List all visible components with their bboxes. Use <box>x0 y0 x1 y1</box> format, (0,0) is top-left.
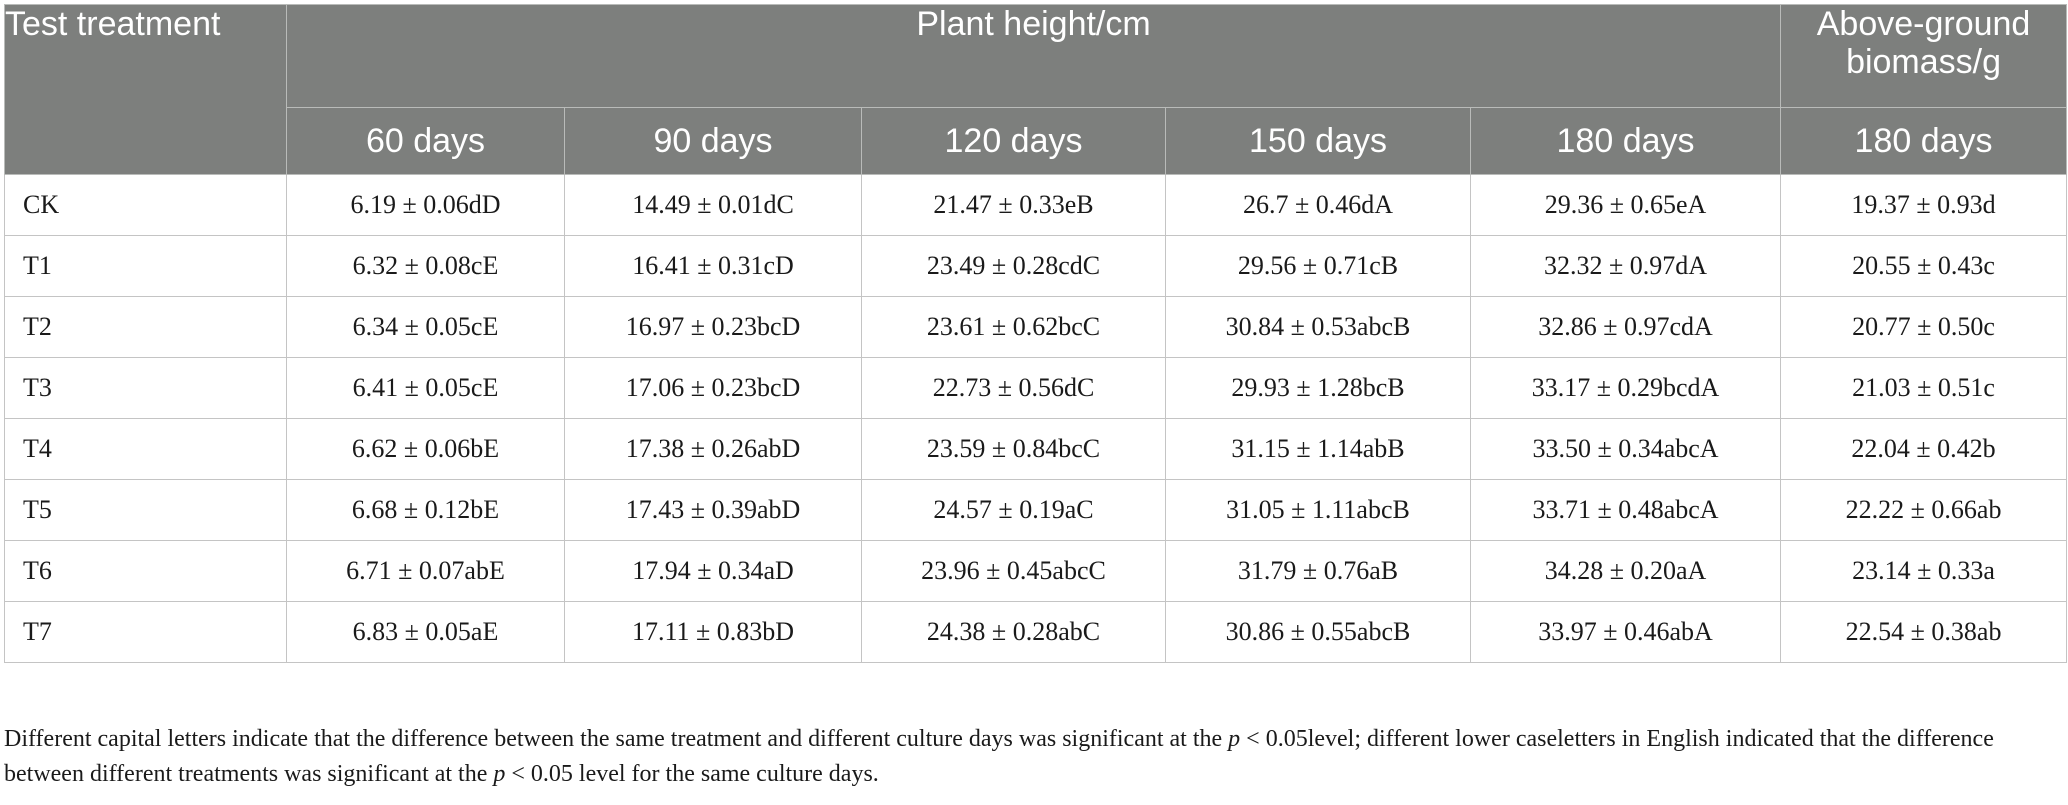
table-cell: 22.22 ± 0.66ab <box>1780 479 2068 541</box>
table-cell: 16.97 ± 0.23bcD <box>564 296 862 358</box>
table-cell: 6.71 ± 0.07abE <box>286 540 565 602</box>
footnote-p-symbol-1: p <box>1228 726 1241 752</box>
footnote-text-1: Different capital letters indicate that … <box>4 726 1229 752</box>
table-cell: 16.41 ± 0.31cD <box>564 235 862 297</box>
footnote-p-symbol-2: p <box>493 761 506 787</box>
table-cell: 6.68 ± 0.12bE <box>286 479 565 541</box>
table-cell: 31.15 ± 1.14abB <box>1165 418 1471 480</box>
table-cell: 17.38 ± 0.26abD <box>564 418 862 480</box>
table-cell: 30.86 ± 0.55abcB <box>1165 601 1471 663</box>
table-cell: 17.11 ± 0.83bD <box>564 601 862 663</box>
table-cell: 22.54 ± 0.38ab <box>1780 601 2068 663</box>
table-cell: 34.28 ± 0.20aA <box>1469 540 1782 602</box>
row-label: T3 <box>4 357 287 419</box>
table-row: T2 6.34 ± 0.05cE 16.97 ± 0.23bcD 23.61 ± 0.… <box>4 296 2068 358</box>
table-cell: 29.36 ± 0.65eA <box>1469 174 1782 236</box>
table-cell: 20.77 ± 0.50c <box>1780 296 2068 358</box>
table-row: T1 6.32 ± 0.08cE 16.41 ± 0.31cD 23.49 ± 0.2… <box>4 235 2068 297</box>
table-row: T7 6.83 ± 0.05aE 17.11 ± 0.83bD 24.38 ± 0.2… <box>4 601 2068 663</box>
table-cell: 22.73 ± 0.56dC <box>861 357 1166 419</box>
table-cell: 21.03 ± 0.51c <box>1780 357 2068 419</box>
table-cell: 32.86 ± 0.97cdA <box>1469 296 1782 358</box>
header-day-60: 60 days <box>286 107 565 175</box>
table-cell: 6.62 ± 0.06bE <box>286 418 565 480</box>
table-body: CK 6.19 ± 0.06dD 14.49 ± 0.01dC 21.47 ± 0.3… <box>4 174 2068 663</box>
table-cell: 19.37 ± 0.93d <box>1780 174 2068 236</box>
header-day-180: 180 days <box>1469 107 1782 175</box>
table-cell: 22.04 ± 0.42b <box>1780 418 2068 480</box>
table-cell: 23.14 ± 0.33a <box>1780 540 2068 602</box>
table-cell: 33.97 ± 0.46abA <box>1469 601 1782 663</box>
row-label: T1 <box>4 235 287 297</box>
row-label: T6 <box>4 540 287 602</box>
header-row-days: 60 days 90 days 120 days 150 days 180 da… <box>5 107 2068 175</box>
table-cell: 24.38 ± 0.28abC <box>861 601 1166 663</box>
footnote-text-2: < 0.05level; different lower caseletters… <box>4 726 1994 787</box>
table-cell: 6.83 ± 0.05aE <box>286 601 565 663</box>
footnote-text-3: < 0.05 level for the same culture days. <box>505 761 879 787</box>
table-footnote: Different capital letters indicate that … <box>4 722 2064 792</box>
table-cell: 33.71 ± 0.48abcA <box>1469 479 1782 541</box>
table-cell: 29.56 ± 0.71cB <box>1165 235 1471 297</box>
table-cell: 21.47 ± 0.33eB <box>861 174 1166 236</box>
table-cell: 17.43 ± 0.39abD <box>564 479 862 541</box>
header-row-top: Test treatment Plant height/cm Above-gro… <box>4 4 2068 175</box>
row-label: T5 <box>4 479 287 541</box>
row-label: T4 <box>4 418 287 480</box>
table-cell: 23.61 ± 0.62bcC <box>861 296 1166 358</box>
table-cell: 26.7 ± 0.46dA <box>1165 174 1471 236</box>
table-row: T5 6.68 ± 0.12bE 17.43 ± 0.39abD 24.57 ± 0.… <box>4 479 2068 541</box>
header-day-90: 90 days <box>564 107 862 175</box>
header-day-150: 150 days <box>1165 107 1471 175</box>
header-biomass-day-180: 180 days <box>1780 107 2068 175</box>
header-day-120: 120 days <box>861 107 1166 175</box>
table-cell: 23.49 ± 0.28cdC <box>861 235 1166 297</box>
header-above-ground-biomass: Above-ground biomass/g <box>1780 4 2068 108</box>
table-cell: 31.79 ± 0.76aB <box>1165 540 1471 602</box>
table-row: T3 6.41 ± 0.05cE 17.06 ± 0.23bcD 22.73 ± 0.… <box>4 357 2068 419</box>
table-cell: 29.93 ± 1.28bcB <box>1165 357 1471 419</box>
table-row: CK 6.19 ± 0.06dD 14.49 ± 0.01dC 21.47 ± 0.3… <box>4 174 2068 236</box>
table-cell: 14.49 ± 0.01dC <box>564 174 862 236</box>
table-cell: 23.59 ± 0.84bcC <box>861 418 1166 480</box>
table-cell: 6.41 ± 0.05cE <box>286 357 565 419</box>
table-cell: 6.34 ± 0.05cE <box>286 296 565 358</box>
table-cell: 6.32 ± 0.08cE <box>286 235 565 297</box>
header-plant-height: Plant height/cm <box>285 4 1782 108</box>
table-cell: 33.50 ± 0.34abcA <box>1469 418 1782 480</box>
results-table: Test treatment Plant height/cm Above-gro… <box>4 4 2068 663</box>
row-label: CK <box>4 174 287 236</box>
table-cell: 32.32 ± 0.97dA <box>1469 235 1782 297</box>
table-cell: 33.17 ± 0.29bcdA <box>1469 357 1782 419</box>
row-label: T7 <box>4 601 287 663</box>
table-cell: 20.55 ± 0.43c <box>1780 235 2068 297</box>
table-row: T6 6.71 ± 0.07abE 17.94 ± 0.34aD 23.96 ± 0.… <box>4 540 2068 602</box>
table-cell: 23.96 ± 0.45abcC <box>861 540 1166 602</box>
table-cell: 17.06 ± 0.23bcD <box>564 357 862 419</box>
header-test-treatment: Test treatment <box>4 4 287 175</box>
table-cell: 6.19 ± 0.06dD <box>286 174 565 236</box>
row-label: T2 <box>4 296 287 358</box>
table-cell: 31.05 ± 1.11abcB <box>1165 479 1471 541</box>
table-cell: 24.57 ± 0.19aC <box>861 479 1166 541</box>
table-cell: 30.84 ± 0.53abcB <box>1165 296 1471 358</box>
table-row: T4 6.62 ± 0.06bE 17.38 ± 0.26abD 23.59 ± 0.… <box>4 418 2068 480</box>
table-cell: 17.94 ± 0.34aD <box>564 540 862 602</box>
